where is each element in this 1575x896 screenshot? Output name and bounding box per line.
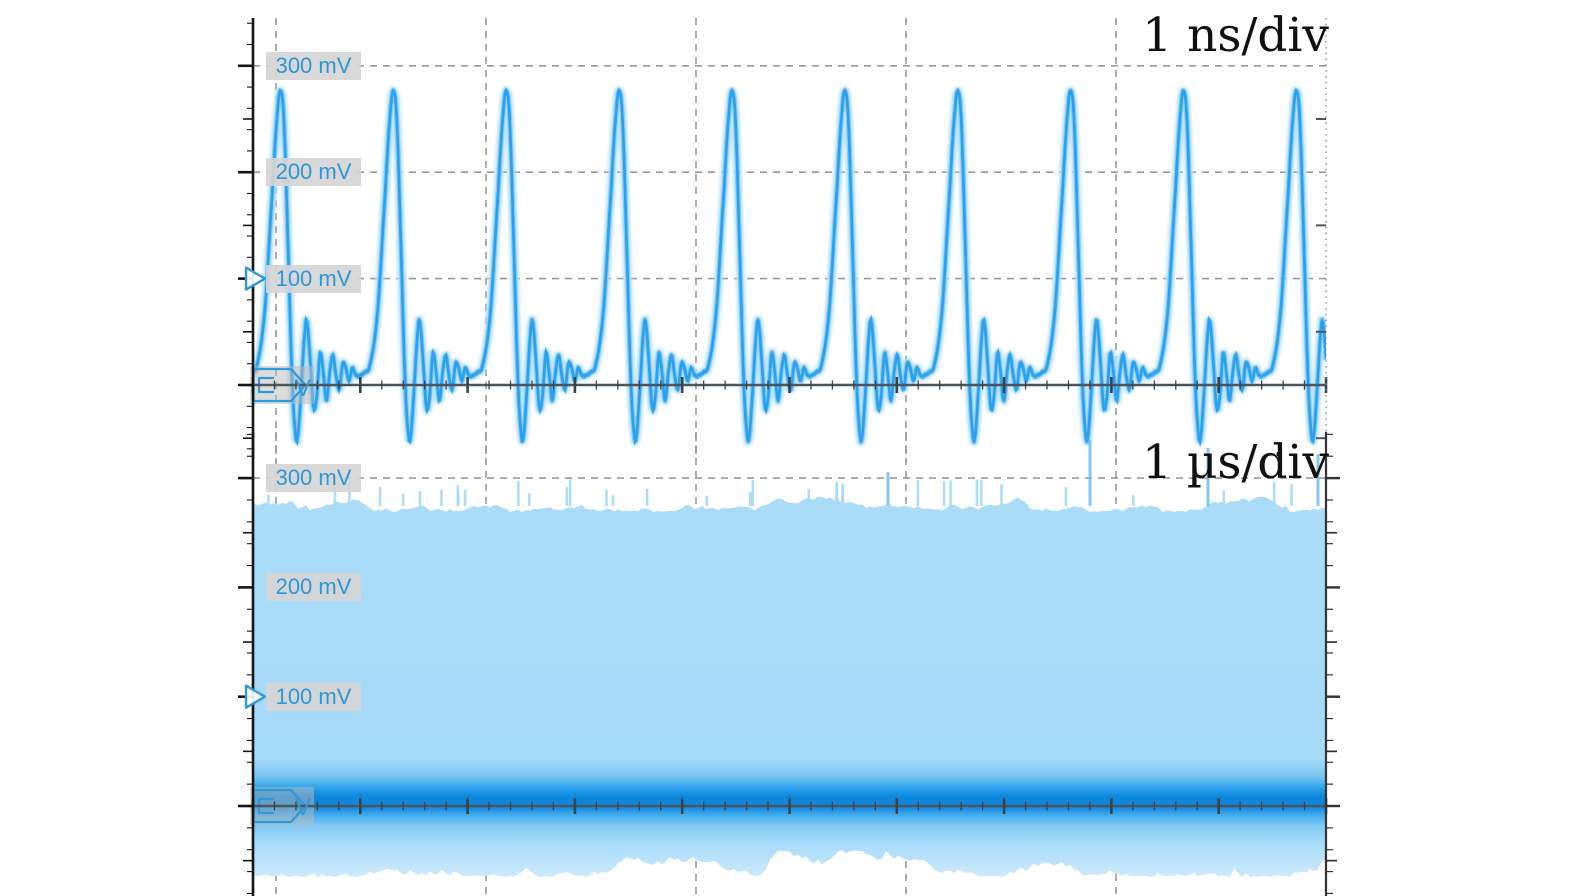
channel-unit-v-top: V (295, 375, 312, 402)
y-label-200mv-top: 200 mV (266, 158, 361, 186)
left-axis-bottom (238, 432, 255, 896)
persistence-band (254, 440, 1326, 877)
timebase-label-top: 1 ns/div (1142, 8, 1329, 63)
trigger-level-marker-bottom (244, 684, 267, 709)
left-axis-top (238, 18, 255, 458)
timebase-label-bottom: 1 µs/div (1141, 435, 1329, 490)
waveform-trace (253, 86, 1326, 448)
trigger-level-marker-top (244, 266, 267, 291)
y-label-300mv-bottom: 300 mV (266, 464, 361, 492)
artifact-dot (1276, 451, 1282, 457)
y-label-100mv-bottom: 100 mV (266, 683, 361, 711)
zero-axis-top (251, 377, 1328, 393)
y-label-100mv-top: 100 mV (266, 265, 361, 293)
right-edge-top (1316, 18, 1327, 458)
channel-unit-v-bottom: V (295, 794, 312, 821)
y-label-200mv-bottom: 200 mV (266, 573, 361, 601)
y-label-300mv-top: 300 mV (266, 52, 361, 80)
right-edge-bottom (1324, 432, 1340, 896)
